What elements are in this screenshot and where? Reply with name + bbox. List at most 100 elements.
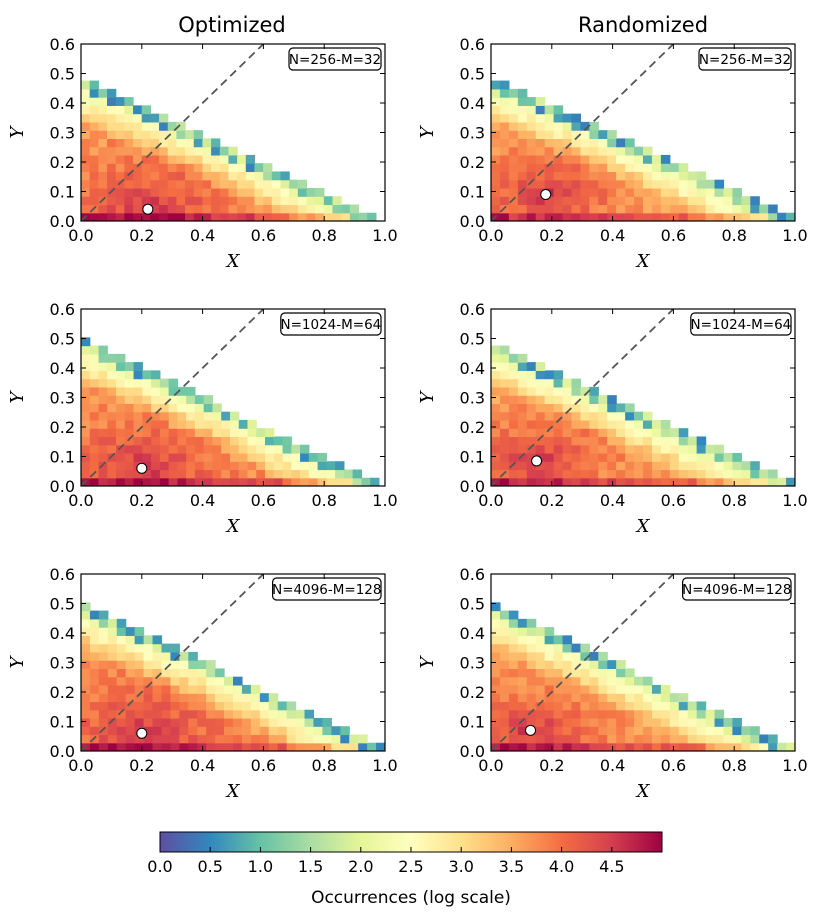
heatmap-cell <box>98 370 108 380</box>
heatmap-cell <box>335 477 345 486</box>
heatmap-cell <box>168 386 178 396</box>
heatmap-cell <box>89 419 100 429</box>
heatmap-cell <box>116 436 126 446</box>
heatmap-cell <box>491 428 501 438</box>
heatmap-cell <box>651 419 662 429</box>
heatmap-cell <box>107 676 118 686</box>
heatmap-cell <box>651 693 662 703</box>
heatmap-cell <box>616 693 626 703</box>
heatmap-cell <box>491 130 501 139</box>
heatmap-cell <box>759 469 769 479</box>
heatmap-cell <box>107 121 117 131</box>
heatmap-cell <box>535 113 546 123</box>
heatmap-cell <box>256 436 266 446</box>
heatmap-cell <box>750 212 760 221</box>
heatmap-cell <box>142 419 152 429</box>
heatmap-cell <box>634 171 644 181</box>
heatmap-cell <box>777 742 787 751</box>
heatmap-cell <box>241 709 252 719</box>
heatmap-cell <box>159 452 170 462</box>
heatmap-cell <box>188 701 198 711</box>
heatmap-cells <box>491 80 795 221</box>
heatmap-cell <box>526 113 537 123</box>
mean-point <box>142 203 154 215</box>
reference-line <box>81 574 265 751</box>
heatmap-cell <box>491 163 501 173</box>
colorbar-tick-label: 4.5 <box>599 857 624 876</box>
heatmap-cell <box>152 693 163 703</box>
heatmap-cell <box>228 163 238 173</box>
heatmap-cell <box>553 386 564 396</box>
heatmap-cell <box>233 717 243 727</box>
heatmap-cell <box>98 452 108 462</box>
heatmap-cell <box>107 452 117 462</box>
y-tick-label: 0.3 <box>50 654 75 673</box>
heatmap-cell <box>687 726 698 736</box>
heatmap-cell <box>159 461 170 471</box>
heatmap-cell <box>107 635 118 645</box>
heatmap-cell <box>116 419 126 429</box>
heatmap-cell <box>687 717 698 727</box>
heatmap-cell <box>589 395 599 404</box>
heatmap-cell <box>322 742 332 751</box>
heatmap-cell <box>535 146 546 156</box>
heatmap-cell <box>151 395 161 404</box>
heatmap-cell <box>589 444 599 454</box>
heatmap-cell <box>660 734 671 744</box>
heatmap-cell <box>589 684 599 694</box>
heatmap-cell <box>115 204 125 214</box>
heatmap-cell <box>499 179 510 189</box>
heatmap-cell <box>651 187 662 197</box>
heatmap-cell <box>508 362 519 371</box>
heatmap-cell <box>491 105 501 115</box>
heatmap-cell <box>669 477 680 486</box>
heatmap-cell <box>553 717 564 727</box>
heatmap-cell <box>544 163 555 173</box>
heatmap-cell <box>116 618 127 628</box>
heatmap-cell <box>151 461 161 471</box>
heatmap-cell <box>250 709 261 719</box>
heatmap-cell <box>176 154 186 164</box>
heatmap-cell <box>616 477 626 486</box>
heatmap-cell <box>491 668 501 678</box>
reference-line <box>491 574 675 751</box>
heatmap-cell <box>151 444 161 454</box>
heatmap-cell <box>197 668 207 678</box>
heatmap-cell <box>687 436 698 446</box>
heatmap-cell <box>107 212 117 221</box>
heatmap-cell <box>714 444 725 454</box>
heatmap-cell <box>161 709 172 719</box>
heatmap-cell <box>499 726 510 736</box>
heatmap-cell <box>625 163 635 173</box>
heatmap-cell <box>282 436 292 446</box>
heatmap-cell <box>732 212 742 221</box>
heatmap-cell <box>589 130 599 139</box>
heatmap-cell <box>535 395 546 404</box>
x-tick-label: 1.0 <box>782 491 807 510</box>
heatmap-cell <box>553 452 564 462</box>
heatmap-cell <box>616 469 626 479</box>
heatmap-cell <box>491 378 501 388</box>
x-tick-label: 1.0 <box>782 756 807 775</box>
heatmap-cell <box>553 163 564 173</box>
heatmap-cell <box>553 121 564 131</box>
heatmap-cell <box>491 635 501 645</box>
heatmap-cell <box>562 643 573 653</box>
heatmap-cell <box>553 370 564 380</box>
heatmap-cell <box>221 452 231 462</box>
heatmap-cell <box>714 726 725 736</box>
heatmap-cell <box>526 212 537 221</box>
heatmap-cell <box>159 196 169 206</box>
heatmap-cell <box>286 709 297 719</box>
heatmap-cell <box>634 411 644 421</box>
heatmap-cell <box>304 709 315 719</box>
heatmap-cell <box>634 163 644 173</box>
heatmap-cell <box>732 187 742 197</box>
heatmap-cell <box>643 693 653 703</box>
heatmap-cell <box>211 187 221 197</box>
heatmap-cell <box>107 386 117 396</box>
heatmap-cell <box>125 717 136 727</box>
heatmap-cell <box>714 742 725 751</box>
heatmap-cell <box>203 436 214 446</box>
heatmap-cell <box>759 212 769 221</box>
